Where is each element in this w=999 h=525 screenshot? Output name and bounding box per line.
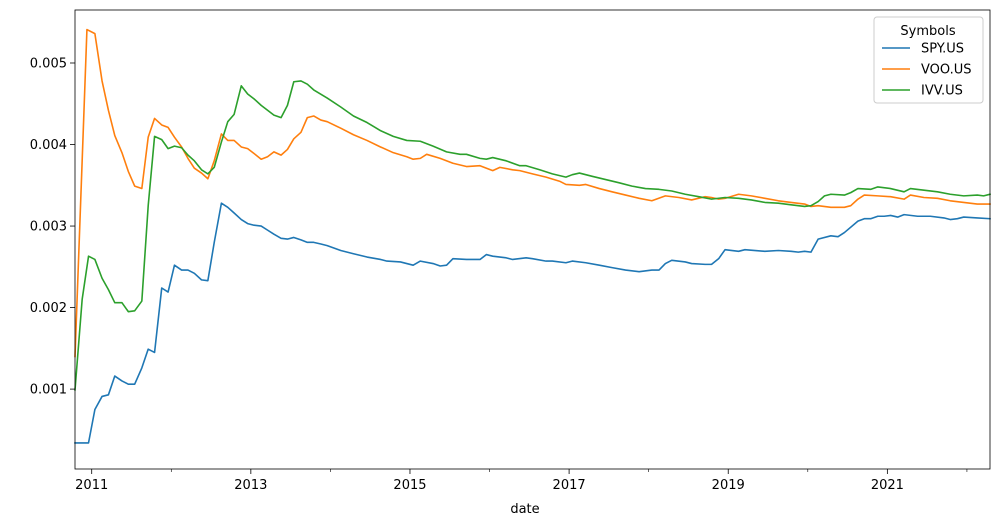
x-tick-label: 2011 (75, 478, 108, 493)
legend: Symbols SPY.US VOO.US IVV.US (873, 16, 984, 104)
plot-background (75, 10, 990, 469)
x-tick-label: 2013 (234, 478, 267, 493)
y-axis: 0.001 0.002 0.003 0.004 0.005 (30, 56, 75, 398)
legend-title: Symbols (900, 24, 955, 39)
legend-label-voo-us: VOO.US (921, 63, 972, 78)
y-tick-label: 0.001 (30, 383, 67, 398)
plot-area (74, 9, 991, 470)
y-tick-label: 0.003 (30, 220, 67, 235)
series-line-ivv-us (74, 80, 991, 391)
legend-entries: SPY.US VOO.US IVV.US (882, 42, 972, 99)
x-tick-label: 2015 (393, 478, 426, 493)
series-line-spy-us (74, 202, 991, 444)
plot-frame (74, 9, 991, 470)
x-tick-label: 2017 (553, 478, 586, 493)
y-tick-label: 0.002 (30, 301, 67, 316)
y-tick-label: 0.004 (30, 138, 67, 153)
x-axis: 2011 2013 2015 2017 2019 2021 (75, 469, 968, 493)
series-layer (74, 28, 991, 444)
legend-label-spy-us: SPY.US (921, 42, 964, 57)
x-tick-label: 2019 (712, 478, 745, 493)
y-tick-label: 0.005 (30, 56, 67, 71)
x-axis-label: date (510, 502, 539, 517)
x-tick-label: 2021 (871, 478, 904, 493)
legend-label-ivv-us: IVV.US (921, 84, 963, 99)
legend-box (873, 16, 984, 104)
